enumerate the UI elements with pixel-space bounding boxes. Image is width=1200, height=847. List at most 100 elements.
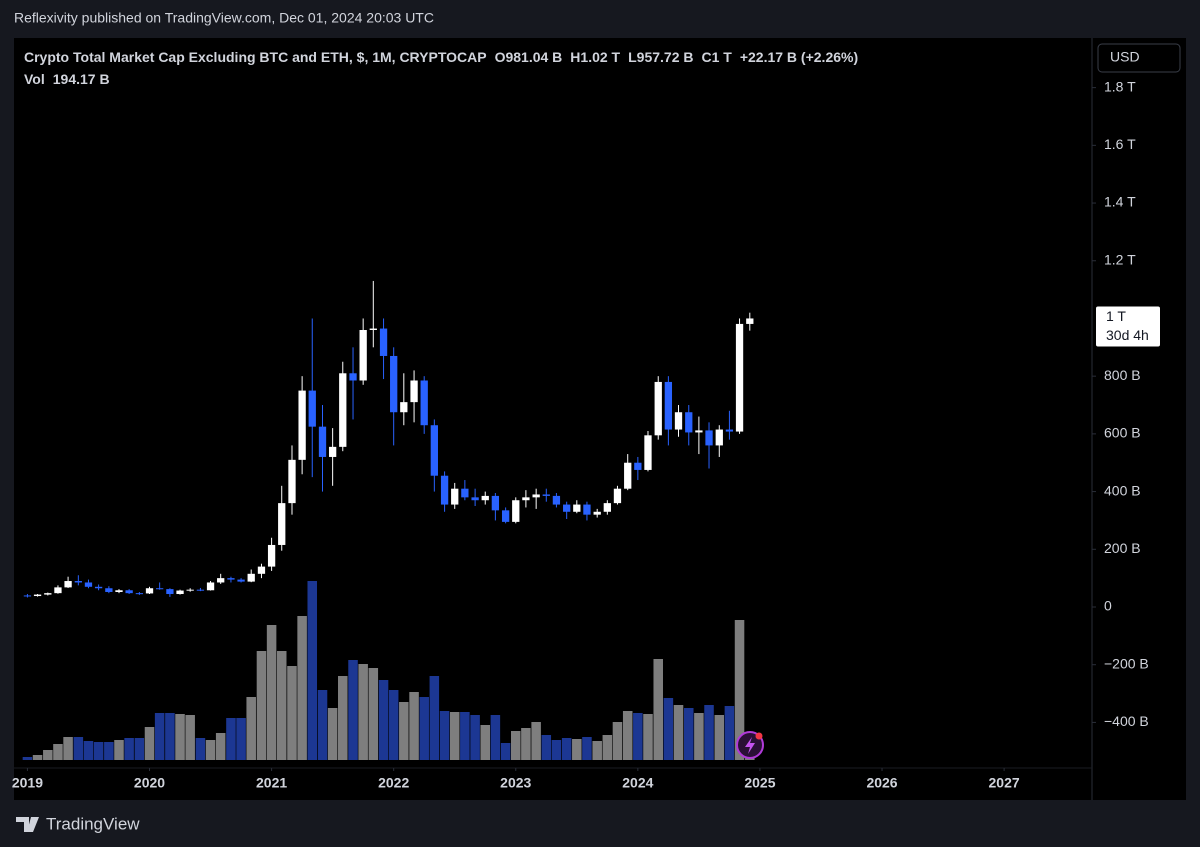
- volume-bar: [460, 712, 470, 760]
- volume-bar: [195, 738, 206, 760]
- candle-body: [634, 462, 642, 470]
- candle-body: [115, 590, 123, 592]
- legend: Crypto Total Market Cap Excluding BTC an…: [24, 49, 858, 65]
- volume-bar: [622, 711, 633, 760]
- candle-body: [603, 503, 611, 512]
- candle-body: [624, 462, 632, 489]
- candle-body: [54, 587, 62, 594]
- candle-body: [105, 588, 113, 592]
- y-tick-label: 800 B: [1104, 367, 1141, 383]
- volume-bar: [378, 680, 389, 760]
- volume-bar: [32, 755, 43, 760]
- volume-bar: [511, 731, 521, 760]
- candle-body: [308, 390, 316, 427]
- candle-body: [176, 590, 184, 595]
- y-tick-label: 400 B: [1104, 482, 1141, 498]
- volume-bar: [663, 698, 674, 760]
- candle-body: [430, 425, 438, 476]
- candle-body: [481, 495, 489, 501]
- volume-bar: [83, 741, 94, 760]
- last-price-label: 1 T: [1106, 308, 1126, 324]
- candle-body: [573, 504, 581, 512]
- candle-body: [715, 429, 723, 446]
- candle-body: [532, 494, 540, 498]
- volume-bar: [93, 742, 104, 760]
- volume-bar: [572, 739, 582, 760]
- candle-body: [217, 578, 225, 583]
- x-tick-label: 2022: [378, 775, 409, 791]
- candle-body: [64, 581, 72, 588]
- legend-value: +22.17 B (+2.26%): [740, 49, 858, 65]
- candle-body: [125, 590, 133, 594]
- volume-bar: [114, 740, 124, 760]
- candle-body: [328, 446, 337, 457]
- y-tick-label: −200 B: [1104, 655, 1149, 671]
- candle-body: [593, 511, 601, 515]
- candle-body: [583, 504, 591, 515]
- volume-bar: [714, 715, 725, 760]
- candle-body: [227, 578, 235, 580]
- volume-bar: [643, 714, 653, 760]
- y-tick-label: 0: [1104, 598, 1112, 614]
- volume-bar: [307, 581, 318, 760]
- x-tick-label: 2020: [134, 775, 165, 791]
- candle-body: [552, 495, 561, 505]
- volume-bar: [409, 692, 419, 760]
- candle-body: [166, 589, 174, 595]
- y-tick-label: 1.8 T: [1104, 78, 1136, 94]
- volume-bar: [226, 718, 236, 760]
- candle-body: [206, 582, 215, 591]
- candle-body: [735, 323, 744, 432]
- candle-body: [369, 328, 377, 330]
- volume-bar: [175, 714, 185, 760]
- volume-bar: [500, 743, 511, 760]
- volume-bar: [541, 735, 552, 760]
- y-tick-label: 1.4 T: [1104, 194, 1136, 210]
- volume-bar: [104, 742, 114, 760]
- volume-bar: [470, 715, 480, 760]
- candle-body: [74, 581, 82, 583]
- volume-bar: [480, 725, 491, 760]
- candle-body: [196, 589, 205, 591]
- brand-name: TradingView: [46, 814, 140, 833]
- volume-bar: [205, 740, 216, 760]
- volume-bar: [734, 620, 745, 760]
- volume-bar: [276, 651, 287, 760]
- candle-body: [298, 390, 306, 460]
- volume-bar: [185, 715, 195, 760]
- volume-bar: [287, 666, 297, 760]
- volume-bar: [327, 708, 338, 760]
- volume-bar: [368, 668, 379, 760]
- bar-countdown: 30d 4h: [1106, 327, 1149, 343]
- legend-value: O981.04 B: [495, 49, 563, 65]
- currency-label[interactable]: USD: [1110, 49, 1140, 65]
- ohlc-values: O981.04 B H1.02 T L957.72 B C1 T +22.17 B (+…: [495, 49, 859, 65]
- volume-bar: [348, 660, 358, 760]
- volume-bar: [338, 676, 348, 760]
- volume-bar: [673, 705, 684, 760]
- volume-bar: [358, 664, 368, 760]
- candle-body: [390, 355, 398, 413]
- candle-body: [420, 380, 428, 426]
- volume-bar: [73, 737, 84, 760]
- volume-bar: [256, 651, 267, 760]
- candle-body: [84, 582, 93, 587]
- candle-body: [186, 589, 194, 591]
- candle-body: [613, 488, 622, 504]
- x-tick-label: 2019: [12, 775, 43, 791]
- currency-button[interactable]: [1097, 43, 1181, 73]
- volume-bar: [612, 722, 623, 760]
- candle-body: [451, 488, 459, 505]
- volume-value: 194.17 B: [53, 71, 110, 87]
- volume-bar: [429, 676, 440, 760]
- candle-body: [491, 495, 500, 511]
- candle-body: [33, 594, 42, 597]
- y-tick-label: 1.6 T: [1104, 136, 1136, 152]
- volume-bar: [582, 737, 592, 760]
- volume-bar: [653, 659, 663, 760]
- volume-legend: Vol 194.17 B: [24, 71, 110, 87]
- candle-body: [359, 330, 367, 381]
- volume-bar: [165, 713, 175, 760]
- volume-bar: [22, 757, 33, 760]
